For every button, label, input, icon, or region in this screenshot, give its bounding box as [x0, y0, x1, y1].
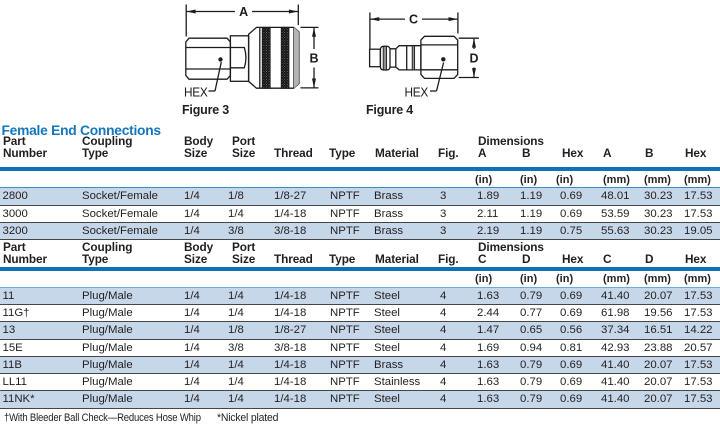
- svg-text:HEX: HEX: [405, 86, 429, 100]
- svg-text:B: B: [309, 51, 318, 65]
- svg-text:A: A: [239, 5, 248, 19]
- svg-text:HEX: HEX: [184, 86, 208, 100]
- svg-text:C: C: [409, 13, 418, 27]
- svg-text:D: D: [469, 51, 478, 65]
